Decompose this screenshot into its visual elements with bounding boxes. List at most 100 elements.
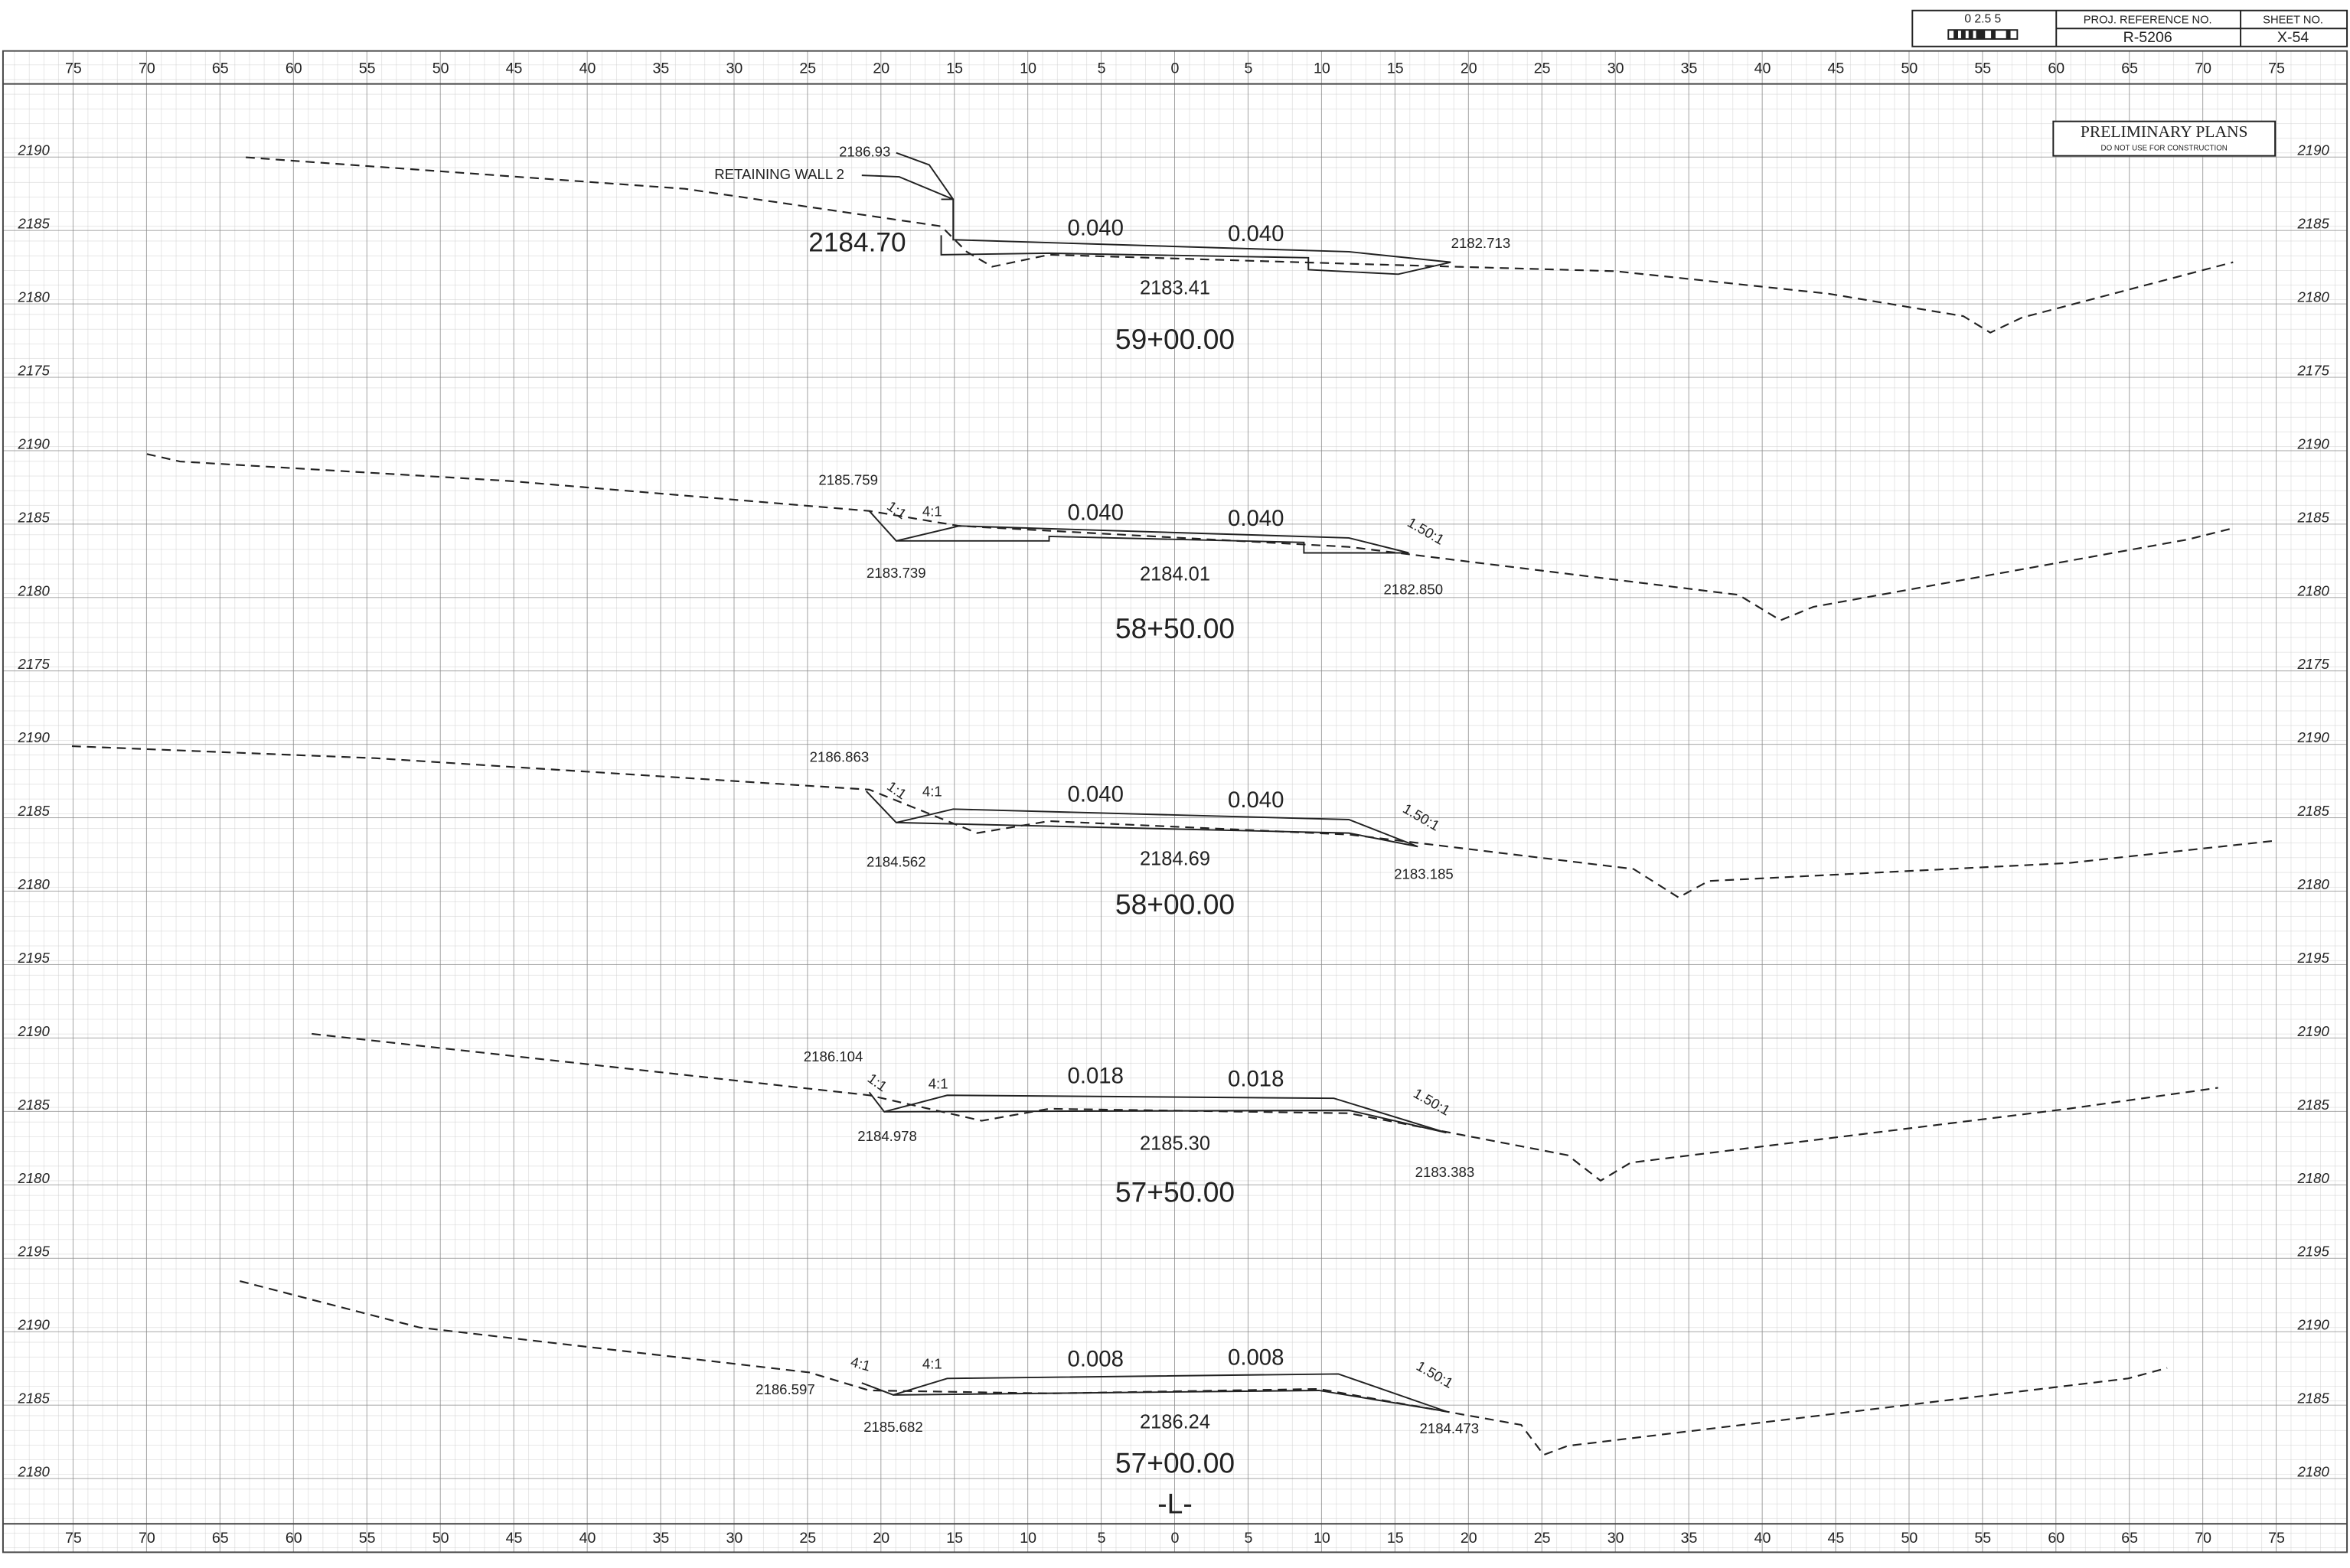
- stamp: PRELIMINARY PLANS DO NOT USE FOR CONSTRU…: [2052, 120, 2277, 157]
- elevation-label: 2180: [17, 1170, 50, 1186]
- station: 57+50.00: [1115, 1175, 1235, 1208]
- center-elevation: 2184.01: [1140, 564, 1210, 585]
- elevation-label: 2183.185: [1394, 865, 1454, 882]
- side-slope: 4:1: [929, 1075, 948, 1091]
- offset-label: 25: [1534, 60, 1551, 77]
- elevation-label: 2195: [17, 1244, 50, 1260]
- elevation-label: 2182.850: [1384, 581, 1444, 597]
- offset-label: 40: [1754, 1530, 1771, 1547]
- subgrade-line: [940, 235, 1451, 275]
- design-line: [865, 791, 1418, 848]
- offset-label: 50: [1901, 60, 1918, 77]
- elevation-label: 2186.93: [839, 144, 890, 160]
- offset-label: 0: [1171, 60, 1180, 77]
- elevation-label: 2180: [17, 876, 50, 892]
- elevation-label: 2185: [17, 216, 50, 232]
- slope-label: 0.008: [1067, 1347, 1123, 1372]
- offset-label: 50: [1901, 1530, 1918, 1547]
- offset-label: 50: [432, 1530, 449, 1547]
- offset-label: 60: [286, 1530, 302, 1547]
- proj-ref: R-5206: [2123, 29, 2172, 46]
- offset-label: 60: [2048, 1530, 2064, 1547]
- elevation-label: 2195: [2296, 1244, 2329, 1260]
- offset-label: 10: [1314, 60, 1330, 77]
- side-slope: 4:1: [922, 1356, 942, 1372]
- slope-label: 0.040: [1067, 500, 1123, 525]
- elevation-label: 2175: [2296, 656, 2329, 672]
- section: 2186.104 2184.978 2183.383 1:1 4:1 1.50:…: [312, 1032, 2218, 1208]
- offset-label: 15: [946, 1530, 963, 1547]
- stamp-note: DO NOT USE FOR CONSTRUCTION: [2101, 144, 2228, 152]
- offset-label: 35: [1681, 60, 1698, 77]
- offset-label: 40: [579, 1530, 596, 1547]
- offset-label: 35: [1681, 1530, 1698, 1547]
- elevation-label: 2185: [17, 509, 50, 525]
- station: 58+50.00: [1115, 612, 1235, 644]
- offset-label: 65: [212, 1530, 229, 1547]
- elevation-label: 2180: [2296, 1464, 2329, 1480]
- grid: [2, 50, 2348, 1553]
- offset-label: 5: [1098, 60, 1106, 77]
- offset-label: 75: [65, 60, 82, 77]
- slope-label: 0.040: [1067, 215, 1123, 240]
- elevation-label: 2190: [17, 435, 50, 451]
- offset-label: 50: [432, 60, 449, 77]
- elevation-label: 2190: [17, 729, 50, 745]
- axes: 7575707065656060555550504545404035353030…: [17, 60, 2329, 1547]
- slope-label: 0.018: [1067, 1064, 1123, 1089]
- offset-label: 5: [1244, 1530, 1252, 1547]
- offset-label: 55: [359, 1530, 376, 1547]
- elevation-label: 2190: [2296, 435, 2329, 451]
- slope-label: 0.040: [1067, 781, 1123, 807]
- offset-label: 35: [653, 1530, 670, 1547]
- elevation-label: 2180: [17, 1464, 50, 1480]
- offset-label: 65: [212, 60, 229, 77]
- elevation-label: 2180: [2296, 876, 2329, 892]
- offset-label: 15: [1387, 1530, 1404, 1547]
- offset-label: 65: [2121, 1530, 2138, 1547]
- offset-label: 5: [1098, 1530, 1106, 1547]
- centerline-label: -L-: [1157, 1488, 1192, 1520]
- station: 57+00.00: [1115, 1447, 1235, 1479]
- elevation-label: 2180: [2296, 582, 2329, 598]
- sheet-label: SHEET NO.: [2263, 14, 2323, 26]
- offset-label: 40: [579, 60, 596, 77]
- elevation-label: 2185.682: [863, 1419, 923, 1435]
- offset-label: 30: [1607, 60, 1624, 77]
- offset-label: 20: [1461, 1530, 1477, 1547]
- offset-label: 30: [1607, 1530, 1624, 1547]
- offset-label: 65: [2121, 60, 2138, 77]
- slope-label: 0.008: [1228, 1345, 1284, 1371]
- stamp-title: PRELIMINARY PLANS: [2081, 122, 2248, 141]
- slope-label: 0.018: [1228, 1066, 1284, 1091]
- ground-line: [71, 745, 2277, 899]
- elevation-label: 2190: [17, 142, 50, 158]
- offset-label: 15: [1387, 60, 1404, 77]
- elevation-label: 2175: [2296, 362, 2329, 378]
- offset-label: 55: [1974, 60, 1991, 77]
- offset-label: 75: [2268, 1530, 2285, 1547]
- offset-label: 55: [1974, 1530, 1991, 1547]
- elevation-label: 2182.713: [1451, 235, 1511, 251]
- offset-label: 20: [1461, 60, 1477, 77]
- elevation-label: 2185: [2296, 803, 2329, 819]
- design-line: [941, 198, 1451, 263]
- elevation-label: 2190: [17, 1317, 50, 1333]
- elevation-label: 2180: [17, 289, 50, 305]
- elevation-label: 2190: [2296, 1317, 2329, 1333]
- slope-label: 0.040: [1228, 221, 1284, 246]
- elevation-label: 2190: [2296, 1023, 2329, 1039]
- offset-label: 70: [2195, 60, 2211, 77]
- offset-label: 70: [2195, 1530, 2211, 1547]
- elevation-label: 2185: [17, 803, 50, 819]
- offset-label: 60: [2048, 60, 2064, 77]
- elevation-label: 2185: [2296, 216, 2329, 232]
- offset-label: 75: [65, 1530, 82, 1547]
- proj-ref-label: PROJ. REFERENCE NO.: [2084, 14, 2212, 26]
- leader: [861, 174, 954, 200]
- offset-label: 45: [506, 1530, 523, 1547]
- offset-label: 0: [1171, 1530, 1180, 1547]
- elevation-label: 2180: [2296, 1170, 2329, 1186]
- offset-label: 45: [506, 60, 523, 77]
- center-elevation: 2186.24: [1140, 1412, 1210, 1433]
